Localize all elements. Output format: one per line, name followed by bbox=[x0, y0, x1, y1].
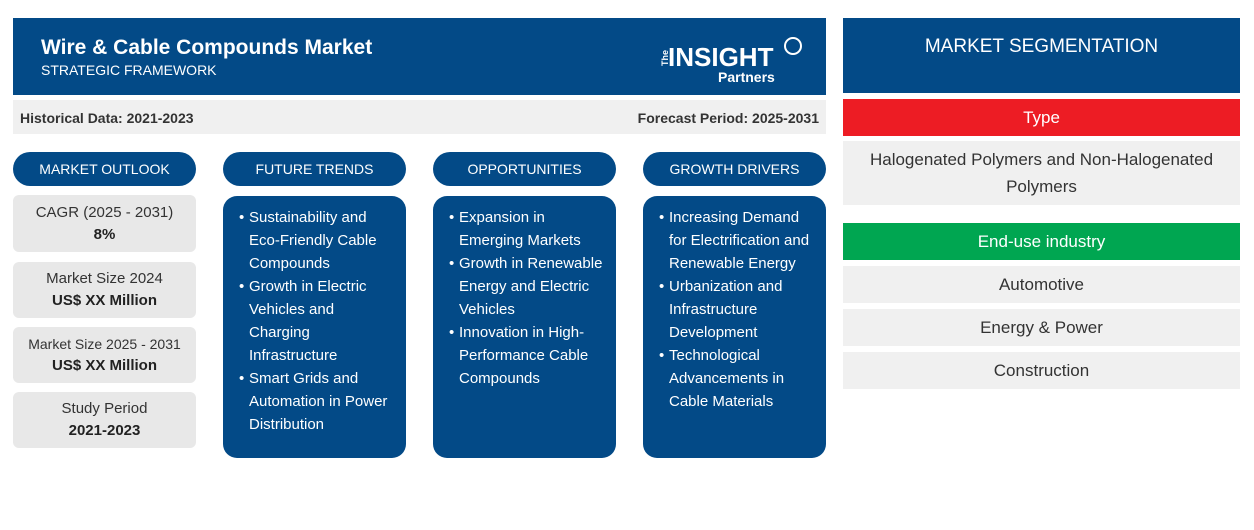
page-subtitle: STRATEGIC FRAMEWORK bbox=[41, 62, 217, 78]
type-header: Type bbox=[843, 99, 1240, 136]
growth-drivers-card: Increasing Demand for Electrification an… bbox=[643, 196, 826, 458]
market-size-forecast-box: Market Size 2025 - 2031 US$ XX Million bbox=[13, 327, 196, 383]
list-item: Smart Grids and Automation in Power Dist… bbox=[239, 367, 396, 436]
list-item: Urbanization and Infrastructure Developm… bbox=[659, 275, 816, 344]
stat-value: 2021-2023 bbox=[68, 422, 141, 439]
list-item: Growth in Renewable Energy and Electric … bbox=[449, 252, 606, 321]
list-item: Sustainability and Eco-Friendly Cable Co… bbox=[239, 206, 396, 275]
future-trends-header: FUTURE TRENDS bbox=[223, 152, 406, 186]
historical-data: Historical Data: 2021-2023 bbox=[20, 110, 194, 126]
segment-item: Energy & Power bbox=[843, 309, 1240, 346]
list-item: Expansion in Emerging Markets bbox=[449, 206, 606, 252]
list-item: Technological Advancements in Cable Mate… bbox=[659, 344, 816, 413]
period-bar: Historical Data: 2021-2023 Forecast Peri… bbox=[13, 100, 826, 134]
segment-item: Construction bbox=[843, 352, 1240, 389]
stat-value: US$ XX Million bbox=[51, 292, 157, 309]
opportunities-card: Expansion in Emerging Markets Growth in … bbox=[433, 196, 616, 458]
forecast-period: Forecast Period: 2025-2031 bbox=[637, 110, 819, 126]
header-banner: Wire & Cable Compounds Market STRATEGIC … bbox=[13, 18, 826, 95]
opportunities-header: OPPORTUNITIES bbox=[433, 152, 616, 186]
end-use-header: End-use industry bbox=[843, 223, 1240, 260]
stat-label: Study Period bbox=[61, 400, 148, 417]
cagr-box: CAGR (2025 - 2031) 8% bbox=[13, 195, 196, 252]
list-item: Increasing Demand for Electrification an… bbox=[659, 206, 816, 275]
stat-label: CAGR (2025 - 2031) bbox=[35, 203, 174, 221]
stat-value: US$ XX Million bbox=[51, 357, 157, 374]
segment-item: Halogenated Polymers and Non-Halogenated… bbox=[843, 141, 1240, 205]
stat-value: 8% bbox=[93, 225, 116, 243]
list-item: Growth in Electric Vehicles and Charging… bbox=[239, 275, 396, 367]
market-outlook-header: MARKET OUTLOOK bbox=[13, 152, 196, 186]
study-period-box: Study Period 2021-2023 bbox=[13, 392, 196, 448]
insight-partners-logo: The INSIGHT Partners bbox=[660, 37, 802, 84]
svg-text:Partners: Partners bbox=[718, 69, 775, 84]
page-title: Wire & Cable Compounds Market bbox=[41, 36, 373, 59]
market-size-2024-box: Market Size 2024 US$ XX Million bbox=[13, 262, 196, 318]
stat-label: Market Size 2025 - 2031 bbox=[28, 336, 181, 352]
svg-text:INSIGHT: INSIGHT bbox=[668, 42, 774, 72]
stat-label: Market Size 2024 bbox=[46, 270, 163, 287]
svg-text:The: The bbox=[660, 50, 670, 66]
future-trends-card: Sustainability and Eco-Friendly Cable Co… bbox=[223, 196, 406, 458]
list-item: Innovation in High-Performance Cable Com… bbox=[449, 321, 606, 390]
segmentation-title: MARKET SEGMENTATION bbox=[843, 18, 1240, 93]
segment-item: Automotive bbox=[843, 266, 1240, 303]
growth-drivers-header: GROWTH DRIVERS bbox=[643, 152, 826, 186]
